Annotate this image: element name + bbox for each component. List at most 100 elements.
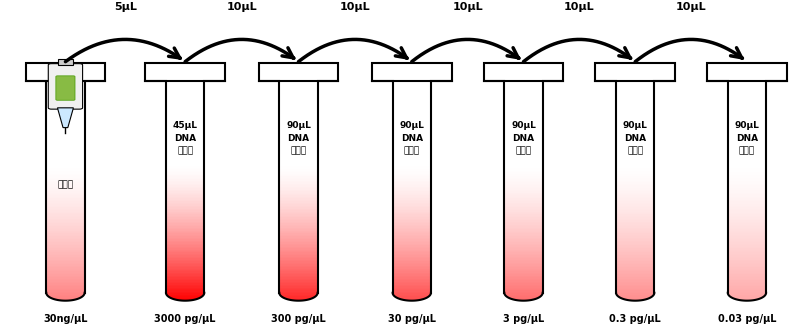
Bar <box>504 283 543 285</box>
Bar <box>504 288 543 289</box>
Bar <box>504 115 543 117</box>
Bar <box>166 293 204 295</box>
Bar <box>728 266 766 267</box>
Text: 300 pg/μL: 300 pg/μL <box>271 314 326 324</box>
Bar <box>46 95 85 96</box>
Bar <box>279 293 318 295</box>
Bar <box>393 290 431 292</box>
Bar <box>728 242 766 244</box>
Bar <box>504 201 543 203</box>
Bar <box>393 233 431 235</box>
Bar <box>166 206 204 207</box>
Bar <box>616 84 654 86</box>
Bar <box>279 193 318 194</box>
Bar <box>166 115 204 117</box>
Bar <box>504 108 543 109</box>
Bar <box>728 216 766 217</box>
Bar <box>279 134 318 135</box>
Bar <box>728 226 766 228</box>
Bar <box>616 251 654 252</box>
Bar <box>46 168 85 169</box>
Bar <box>279 273 318 274</box>
Bar <box>616 184 654 185</box>
Bar <box>166 290 204 292</box>
Bar <box>504 190 543 191</box>
Bar <box>46 229 85 230</box>
Bar <box>46 280 85 282</box>
Bar <box>166 269 204 270</box>
Bar <box>616 210 654 211</box>
Bar <box>52 298 79 299</box>
Bar <box>46 222 85 223</box>
Bar <box>166 124 204 125</box>
Bar <box>728 232 766 233</box>
Bar <box>728 106 766 108</box>
Bar <box>279 162 318 163</box>
Bar <box>616 111 654 112</box>
Bar <box>504 184 543 185</box>
Bar <box>279 248 318 250</box>
Bar <box>166 266 204 267</box>
Bar <box>728 222 766 223</box>
Bar <box>46 162 85 163</box>
Bar <box>504 225 543 226</box>
Bar <box>46 123 85 124</box>
Bar <box>279 264 318 266</box>
Bar <box>46 285 85 286</box>
Bar <box>46 290 85 292</box>
Bar <box>393 102 431 103</box>
Bar <box>504 131 543 132</box>
Bar <box>616 236 654 238</box>
Bar <box>616 196 654 197</box>
Bar <box>393 141 431 143</box>
Bar <box>393 217 431 219</box>
Bar <box>616 280 654 282</box>
Bar <box>504 238 543 239</box>
Bar <box>166 229 204 230</box>
Bar <box>46 286 85 288</box>
Bar <box>166 238 204 239</box>
Bar <box>616 270 654 272</box>
Bar <box>279 86 318 87</box>
Bar <box>393 194 431 196</box>
Bar <box>616 258 654 260</box>
Bar <box>739 299 755 301</box>
Bar <box>616 159 654 160</box>
Bar <box>279 166 318 168</box>
Bar <box>393 188 431 190</box>
Bar <box>166 254 204 255</box>
Bar <box>46 203 85 204</box>
Bar <box>393 229 431 230</box>
Bar <box>393 235 431 236</box>
Bar <box>46 181 85 182</box>
Bar <box>46 87 85 89</box>
Bar <box>166 245 204 247</box>
Bar <box>393 182 431 184</box>
Bar <box>166 260 204 261</box>
Bar <box>279 200 318 201</box>
Text: 90μL
DNA
稀释液: 90μL DNA 稀释液 <box>399 122 425 155</box>
Bar <box>166 204 204 206</box>
Bar <box>46 108 85 109</box>
Bar <box>504 220 543 222</box>
Bar <box>279 244 318 245</box>
Bar <box>166 201 204 203</box>
Bar <box>58 59 73 65</box>
Bar <box>616 114 654 115</box>
Bar <box>616 175 654 176</box>
Bar <box>504 282 543 283</box>
Bar <box>616 135 654 137</box>
Bar <box>616 248 654 250</box>
Bar <box>616 96 654 98</box>
Bar <box>166 247 204 248</box>
Bar <box>46 223 85 225</box>
Bar <box>728 154 766 156</box>
Bar <box>504 166 543 168</box>
Bar <box>279 130 318 131</box>
Bar <box>616 211 654 213</box>
Bar <box>616 214 654 216</box>
Bar <box>504 279 543 280</box>
Bar <box>616 238 654 239</box>
Bar <box>279 206 318 207</box>
Bar <box>285 298 312 299</box>
